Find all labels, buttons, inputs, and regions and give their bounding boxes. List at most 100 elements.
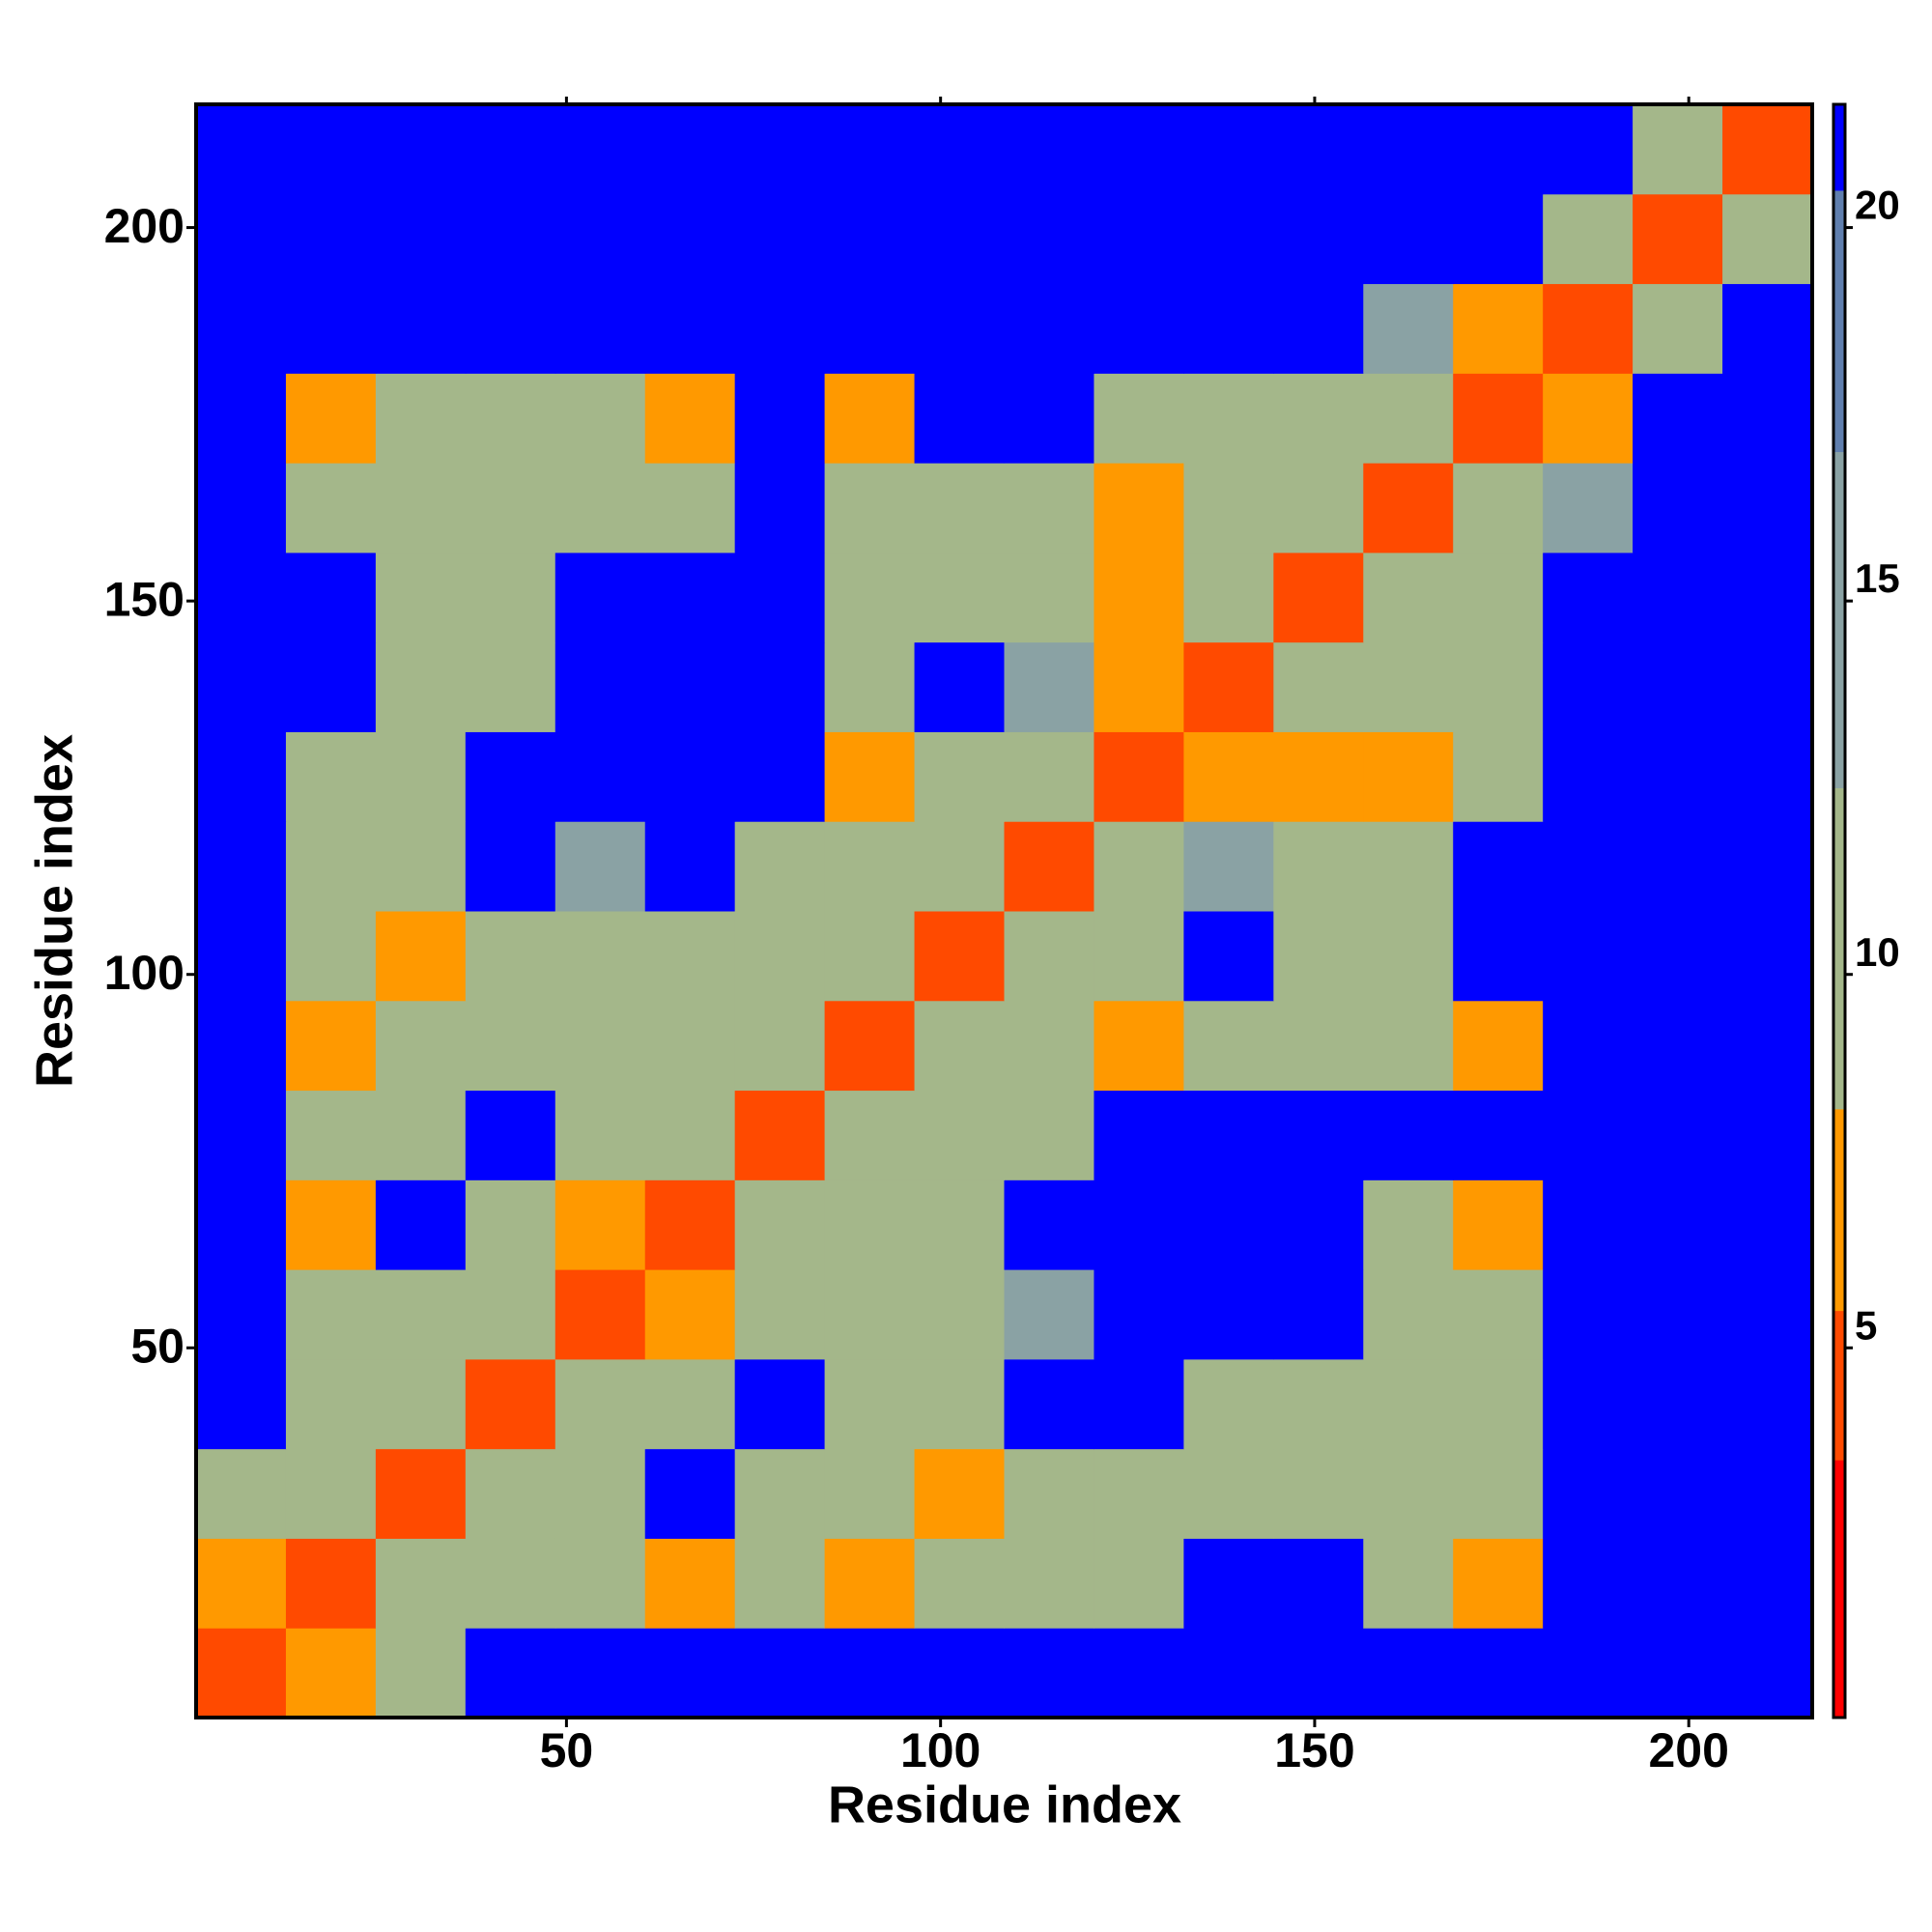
cell [1004,463,1094,554]
cell [824,911,916,1002]
cell [1543,1628,1634,1719]
cell [1094,1000,1184,1092]
cell [375,1000,467,1092]
cell [285,1090,377,1180]
cell [465,911,556,1002]
cell [1453,104,1544,195]
cell [285,373,377,464]
cell [554,1090,646,1180]
cell [1273,911,1364,1002]
cell [644,1628,736,1719]
cell [465,463,556,554]
cell [285,552,377,643]
cell [914,283,1005,374]
cell [554,552,646,643]
cell [196,1000,287,1092]
cell [375,641,467,732]
cell [1363,911,1454,1002]
cell [1004,1358,1094,1450]
cell [285,1538,377,1629]
cell [914,1000,1005,1092]
cell [824,104,916,195]
cell [1004,1000,1094,1092]
cell [824,552,916,643]
cell [1273,1179,1364,1270]
cell [1273,373,1364,464]
cell [196,911,287,1002]
cell [285,104,377,195]
cell [824,1448,916,1539]
cell [1453,552,1544,643]
cell [375,1628,467,1719]
cell [1004,1179,1094,1270]
cell [465,373,556,464]
cell [1183,731,1274,822]
cell [1543,1538,1634,1629]
cell [824,373,916,464]
colorbar-segment [1833,1310,1845,1461]
cell [1094,1179,1184,1270]
cell [1363,731,1454,822]
cell [465,193,556,285]
cell [1633,104,1723,195]
cell [285,193,377,285]
cell [1453,193,1544,285]
cell [1183,641,1274,732]
cell [465,1628,556,1719]
cell [734,1448,826,1539]
x-axis-label: Residue index [828,1776,1181,1833]
cell [465,1179,556,1270]
cell [914,911,1005,1002]
cell [914,1448,1005,1539]
cell [1633,731,1723,822]
cell [285,1358,377,1450]
plot-frame [194,102,1814,1719]
cell [914,193,1005,285]
cell [1453,373,1544,464]
cell [1273,1090,1364,1180]
cell [465,641,556,732]
cell [1633,373,1723,464]
colorbar-segment [1833,1108,1845,1312]
cell [824,283,916,374]
cell [375,821,467,912]
cell [375,1179,467,1270]
cell [375,463,467,554]
cell [644,552,736,643]
cell [375,1090,467,1180]
cell [1363,552,1454,643]
cell [1633,821,1723,912]
cell [375,552,467,643]
x-tick-label: 200 [1648,1723,1728,1777]
cell [1722,1090,1813,1180]
cell [914,463,1005,554]
cell [375,1269,467,1360]
colorbar-tick-label: 10 [1855,929,1900,975]
cell [914,373,1005,464]
cell [1183,463,1274,554]
cell [554,821,646,912]
cell [1094,821,1184,912]
cell [644,1538,736,1629]
cell [1183,552,1274,643]
cell [465,821,556,912]
cell [465,1269,556,1360]
cell [554,1538,646,1629]
cell [1633,1448,1723,1539]
cell [1183,1179,1274,1270]
cell [465,1090,556,1180]
cell [824,641,916,732]
cell [644,1358,736,1450]
cell [824,463,916,554]
cell [1094,193,1184,285]
cell [375,1358,467,1450]
cell [1004,1090,1094,1180]
cell [1273,104,1364,195]
cell [1004,731,1094,822]
cell [644,463,736,554]
cell [285,463,377,554]
cell [1722,104,1813,195]
cell [554,1269,646,1360]
cell [644,1448,736,1539]
